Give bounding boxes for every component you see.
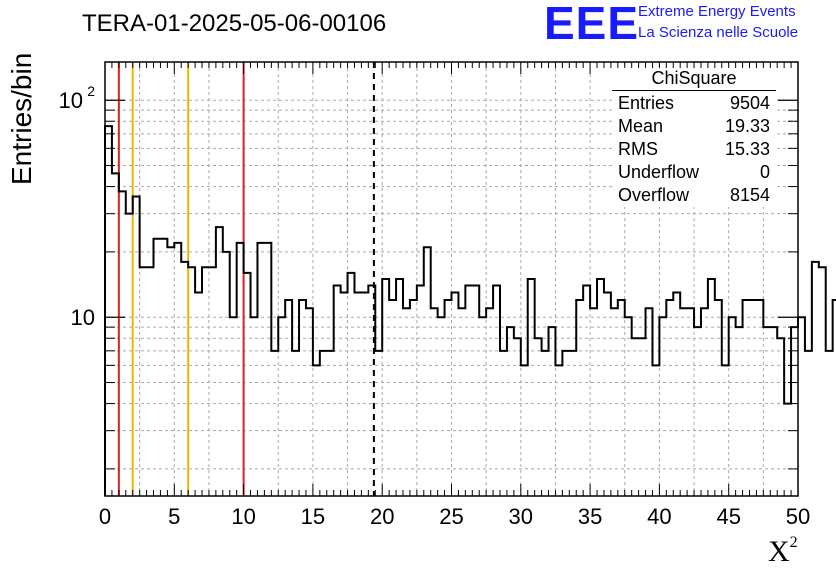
stats-label: Mean (618, 116, 664, 136)
x-tick-label: 15 (301, 504, 325, 529)
x-tick-label: 35 (578, 504, 602, 529)
stats-row: RMS 15.33 (612, 138, 776, 161)
x-tick-label: 40 (647, 504, 671, 529)
run-title: TERA-01-2025-05-06-00106 (82, 10, 387, 37)
y-tick-label: 10 (71, 305, 95, 330)
x-tick-label: 10 (231, 504, 255, 529)
stats-row: Underflow 0 (612, 161, 776, 184)
y-tick-exponent: 2 (87, 83, 95, 99)
stats-label: Underflow (618, 162, 700, 182)
stats-label: RMS (618, 139, 658, 159)
stats-label: Entries (618, 93, 675, 113)
eee-logo: EEE Extreme Energy Events La Scienza nel… (544, 0, 814, 49)
logo-line1: Extreme Energy Events (638, 3, 796, 20)
y-axis-label: Entries/bin (6, 52, 37, 185)
eee-logo-mark: EEE (544, 0, 640, 49)
stats-row: Overflow 8154 (612, 184, 776, 207)
logo-line2: La Scienza nelle Scuole (638, 24, 799, 41)
axes (104, 61, 799, 497)
x-tick-label: 45 (716, 504, 740, 529)
stats-value: 0 (759, 162, 770, 182)
x-tick-label: 20 (370, 504, 394, 529)
stats-value: 9504 (729, 93, 770, 113)
x-axis-label: X2 (768, 534, 798, 568)
stats-row: Mean 19.33 (612, 115, 776, 138)
x-tick-label: 50 (786, 504, 810, 529)
x-tick-label: 0 (99, 504, 111, 529)
stats-value: 8154 (729, 185, 770, 205)
stats-value: 19.33 (724, 116, 770, 136)
x-tick-label: 5 (168, 504, 180, 529)
stats-box: ChiSquare Entries 9504 Mean 19.33 RMS 15… (612, 68, 776, 207)
threshold-lines (117, 62, 375, 496)
stats-row: Entries 9504 (612, 92, 776, 115)
stats-value: 15.33 (724, 139, 770, 159)
x-tick-label: 25 (439, 504, 463, 529)
stats-label: Overflow (618, 185, 690, 205)
y-tick-label: 10 (59, 88, 83, 113)
x-tick-label: 30 (509, 504, 533, 529)
stats-title: ChiSquare (612, 68, 776, 91)
